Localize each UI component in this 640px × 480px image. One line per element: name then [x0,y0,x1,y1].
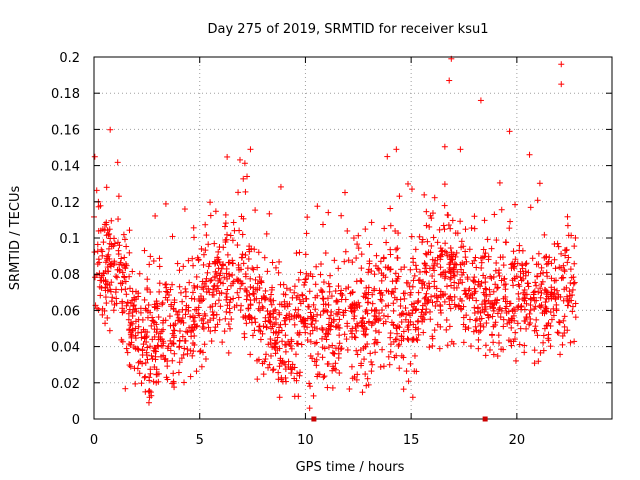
x-tick-label: 0 [90,433,98,448]
axis-ticks [93,56,612,420]
y-tick-label: 0.1 [59,232,80,247]
data-points [91,55,579,412]
x-tick-label: 10 [297,433,314,448]
chart-title: Day 275 of 2019, SRMTID for receiver ksu… [208,22,489,37]
x-tick-label: 20 [509,433,526,448]
y-axis-label: SRMTID / TECUs [8,186,23,291]
y-tick-label: 0.18 [51,87,80,102]
grid-lines [94,57,612,419]
data-gap-marker [311,416,317,422]
y-tick-label: 0.02 [51,377,80,392]
y-tick-label: 0.06 [51,304,80,319]
data-gap-markers [311,416,488,422]
y-tick-label: 0 [72,413,80,428]
y-tick-label: 0.2 [59,51,80,66]
x-axis-tick-labels: 0 5 10 15 20 [90,433,525,448]
y-axis-tick-labels: 0 0.02 0.04 0.06 0.08 0.1 0.12 0.14 0.16 0.18 0.2 [51,51,80,428]
y-tick-label: 0.14 [51,160,80,175]
y-tick-label: 0.16 [51,123,80,138]
y-tick-label: 0.04 [51,341,80,356]
x-axis-label: GPS time / hours [296,460,405,475]
y-tick-label: 0.08 [51,268,80,283]
x-tick-label: 15 [403,433,420,448]
x-tick-label: 5 [196,433,204,448]
data-gap-marker [482,416,488,422]
y-tick-label: 0.12 [51,196,80,211]
